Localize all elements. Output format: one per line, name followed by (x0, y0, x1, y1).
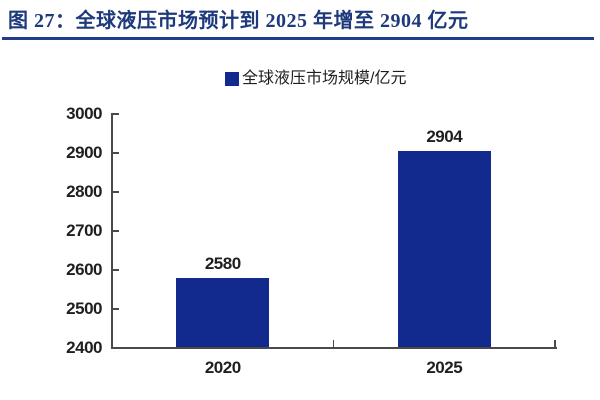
y-axis-tick-label: 2800 (66, 182, 102, 201)
y-axis-tick (112, 230, 119, 232)
y-axis-tick (112, 269, 119, 271)
y-axis-tick-label: 2900 (66, 143, 102, 162)
bar-value-label: 2904 (426, 127, 463, 147)
x-axis-line (110, 347, 557, 349)
figure-title: 图 27：全球液压市场预计到 2025 年增至 2904 亿元 (8, 10, 469, 32)
y-axis-tick (112, 308, 119, 310)
y-axis-tick (112, 113, 119, 115)
legend-label: 全球液压市场规模/亿元 (242, 70, 407, 87)
y-axis-tick-label: 3000 (66, 104, 102, 123)
y-axis-tick (112, 152, 119, 154)
y-axis-tick-label: 2500 (66, 299, 102, 318)
y-axis-tick-label: 2400 (66, 338, 102, 357)
x-axis-category-label: 2020 (204, 358, 241, 377)
x-axis-category-label: 2025 (426, 358, 463, 377)
legend: 全球液压市场规模/亿元 (225, 70, 406, 88)
y-axis-line (110, 113, 113, 349)
title-underline-rule (2, 37, 594, 40)
y-axis-tick (112, 191, 119, 193)
x-axis-tick (554, 340, 556, 347)
bar-value-label: 2580 (204, 253, 241, 273)
bar (176, 277, 270, 347)
y-axis-tick-label: 2700 (66, 221, 102, 240)
legend-swatch-icon (225, 72, 239, 86)
y-axis-tick-label: 2600 (66, 260, 102, 279)
x-axis-tick (332, 340, 335, 347)
bar (397, 151, 491, 347)
